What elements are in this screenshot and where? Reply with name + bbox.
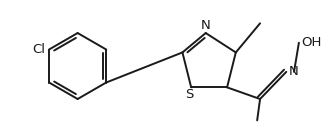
Text: N: N	[289, 65, 299, 78]
Text: Cl: Cl	[32, 43, 45, 56]
Text: OH: OH	[301, 36, 321, 49]
Text: N: N	[201, 19, 211, 32]
Text: S: S	[185, 88, 193, 101]
